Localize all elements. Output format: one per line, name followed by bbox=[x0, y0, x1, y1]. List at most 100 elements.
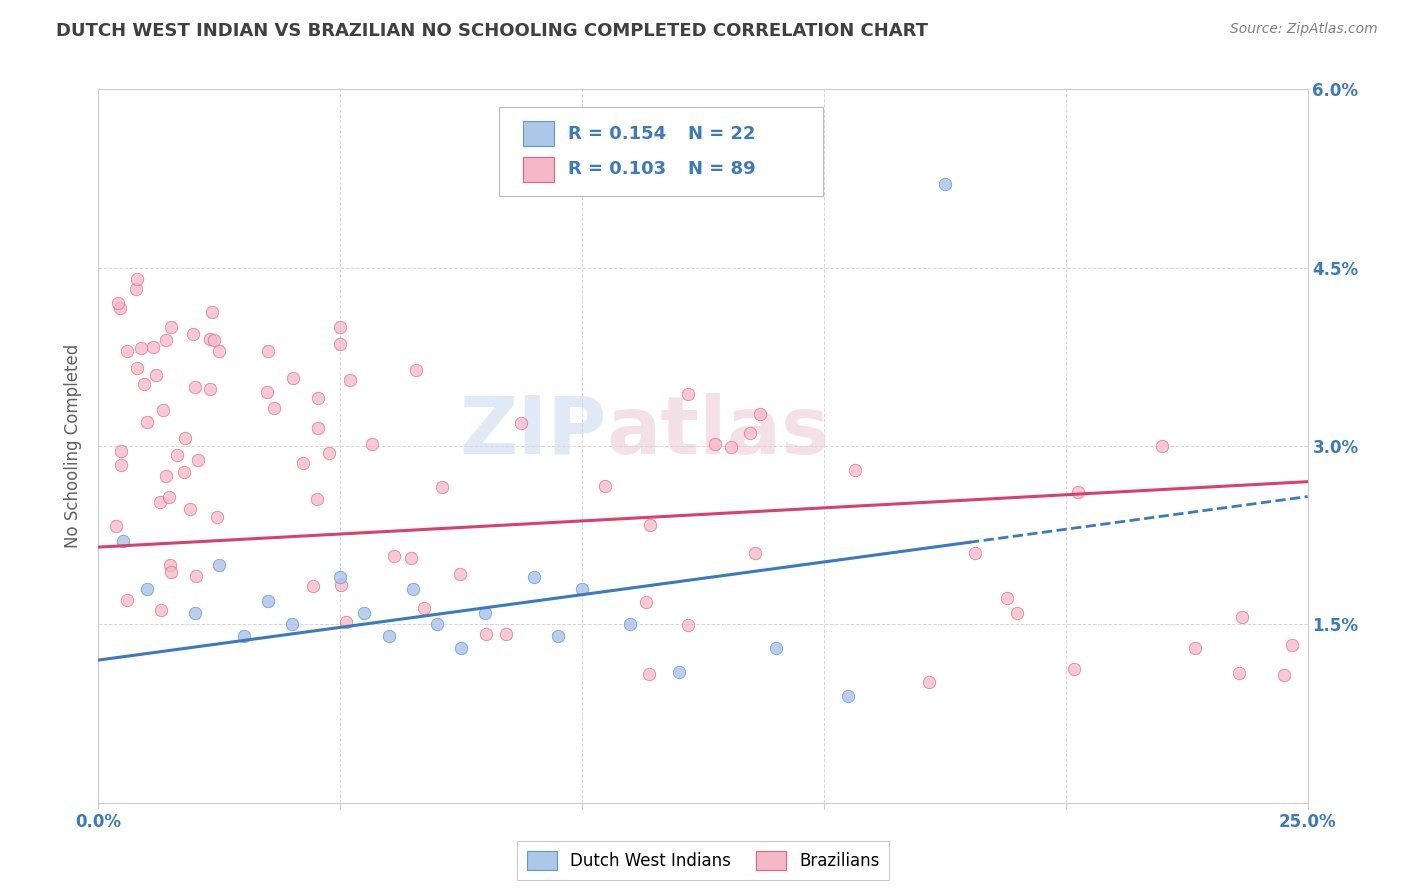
Point bbox=[111, 534, 134, 549]
Point bbox=[174, 431, 197, 445]
Point bbox=[377, 629, 399, 643]
Point bbox=[318, 446, 340, 460]
Point bbox=[281, 617, 304, 632]
Point bbox=[131, 341, 153, 355]
Point bbox=[160, 320, 183, 334]
Point bbox=[127, 272, 149, 286]
Point bbox=[1184, 641, 1206, 656]
Point bbox=[160, 565, 183, 579]
Point bbox=[155, 469, 177, 483]
Point bbox=[637, 666, 659, 681]
Point bbox=[934, 178, 956, 192]
Point bbox=[152, 403, 174, 417]
Point bbox=[382, 549, 405, 563]
Point bbox=[634, 595, 657, 609]
Point bbox=[640, 518, 662, 533]
Point bbox=[307, 391, 329, 405]
Point bbox=[1067, 484, 1090, 499]
Point bbox=[765, 641, 787, 656]
Point bbox=[202, 333, 225, 347]
Point bbox=[115, 592, 138, 607]
Point bbox=[108, 301, 131, 315]
Point bbox=[256, 384, 278, 399]
Point bbox=[1230, 610, 1253, 624]
Point bbox=[402, 582, 425, 596]
Point bbox=[291, 457, 314, 471]
Point bbox=[1152, 439, 1174, 453]
Point bbox=[148, 495, 170, 509]
Point bbox=[166, 448, 188, 462]
Point bbox=[748, 407, 770, 421]
Point bbox=[145, 368, 167, 382]
Point bbox=[208, 343, 231, 358]
Point bbox=[173, 465, 195, 479]
Point bbox=[329, 337, 352, 351]
Point bbox=[495, 627, 517, 641]
Point bbox=[676, 618, 699, 632]
Point bbox=[474, 606, 496, 620]
Point bbox=[305, 492, 328, 507]
Point bbox=[738, 425, 761, 440]
Point bbox=[844, 463, 866, 477]
Text: atlas: atlas bbox=[606, 392, 830, 471]
Point bbox=[450, 641, 472, 656]
Point bbox=[307, 421, 329, 435]
Text: N = 22: N = 22 bbox=[688, 125, 755, 143]
Point bbox=[184, 568, 207, 582]
Point bbox=[159, 558, 181, 573]
Point bbox=[475, 626, 498, 640]
Point bbox=[405, 362, 427, 376]
Point bbox=[995, 591, 1018, 605]
Point bbox=[184, 606, 207, 620]
Point bbox=[330, 578, 353, 592]
Point bbox=[676, 387, 699, 401]
Point bbox=[256, 343, 278, 358]
Point bbox=[412, 601, 434, 615]
Point bbox=[1007, 606, 1029, 620]
Y-axis label: No Schooling Completed: No Schooling Completed bbox=[65, 344, 83, 548]
Point bbox=[510, 416, 533, 430]
Point bbox=[135, 582, 157, 596]
Point bbox=[281, 371, 304, 385]
Text: R = 0.103: R = 0.103 bbox=[568, 161, 666, 178]
Point bbox=[335, 615, 357, 630]
Point bbox=[127, 361, 149, 376]
Point bbox=[523, 570, 546, 584]
Point bbox=[703, 436, 725, 450]
Point bbox=[744, 545, 766, 559]
Point bbox=[963, 546, 986, 560]
Point bbox=[110, 444, 132, 458]
Point bbox=[124, 282, 146, 296]
Text: R = 0.154: R = 0.154 bbox=[568, 125, 666, 143]
Point bbox=[232, 629, 254, 643]
Point bbox=[571, 582, 593, 596]
Point bbox=[329, 320, 352, 334]
Point bbox=[353, 606, 375, 620]
Point bbox=[1281, 638, 1303, 652]
Point bbox=[547, 629, 569, 643]
Point bbox=[1227, 666, 1250, 681]
Point bbox=[1272, 668, 1295, 682]
Point bbox=[132, 376, 155, 391]
Text: ZIP: ZIP bbox=[458, 392, 606, 471]
Point bbox=[142, 340, 165, 354]
Point bbox=[208, 558, 231, 572]
Point bbox=[107, 296, 129, 310]
Point bbox=[179, 501, 201, 516]
Point bbox=[720, 440, 742, 454]
Point bbox=[593, 479, 616, 493]
Point bbox=[918, 674, 941, 689]
Point bbox=[329, 570, 352, 584]
Text: N = 89: N = 89 bbox=[688, 161, 755, 178]
Point bbox=[157, 490, 180, 504]
Point bbox=[449, 566, 471, 581]
Point bbox=[155, 333, 177, 347]
Point bbox=[135, 415, 157, 429]
Point bbox=[1063, 662, 1085, 676]
Point bbox=[360, 436, 382, 450]
Point bbox=[187, 453, 209, 467]
Point bbox=[426, 617, 449, 632]
Point bbox=[837, 689, 859, 703]
Point bbox=[668, 665, 690, 679]
Point bbox=[198, 332, 221, 346]
